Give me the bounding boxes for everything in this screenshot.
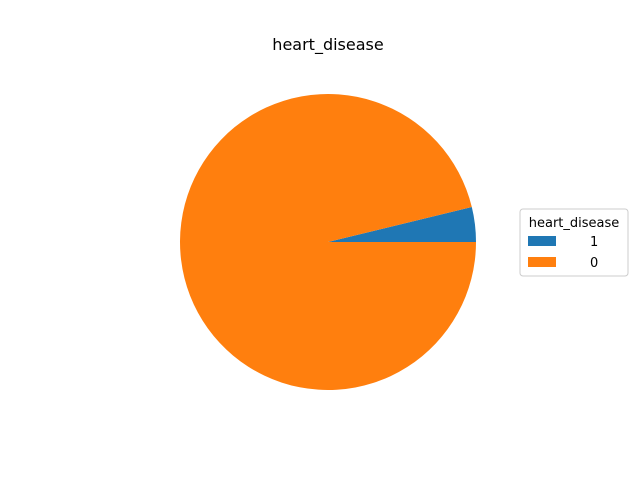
legend: heart_disease 10 xyxy=(519,208,629,277)
pie-slices xyxy=(180,94,476,391)
pie-slice-1 xyxy=(328,206,476,242)
legend-items: 10 xyxy=(528,235,598,271)
legend-label-1: 1 xyxy=(590,235,598,250)
legend-label-0: 0 xyxy=(590,256,598,271)
legend-swatch-0 xyxy=(528,257,556,267)
pie-slice-0 xyxy=(180,94,476,391)
chart-title: heart_disease xyxy=(272,35,383,55)
legend-title: heart_disease xyxy=(529,216,620,231)
legend-swatch-1 xyxy=(528,236,556,246)
